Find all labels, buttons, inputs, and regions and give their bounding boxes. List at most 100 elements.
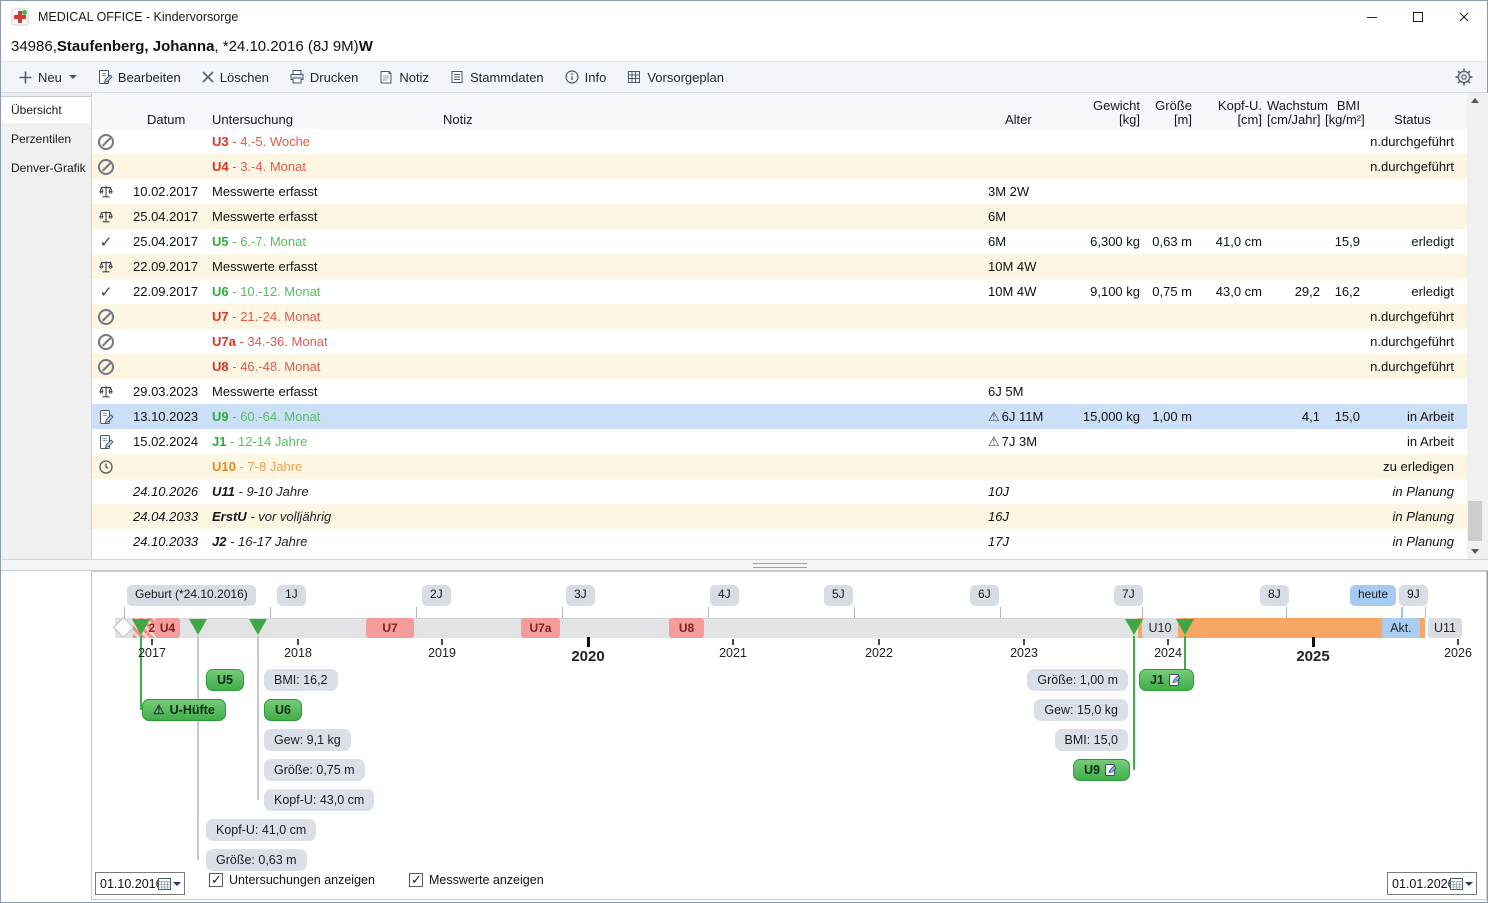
- sidebar-item-perzentilen[interactable]: Perzentilen: [11, 132, 72, 146]
- splitter[interactable]: [1, 559, 1488, 571]
- callout-j1[interactable]: J1: [1139, 669, 1194, 691]
- table-row-erstu[interactable]: 24.04.2033 ErstU - vor volljährig 16J in…: [92, 504, 1467, 529]
- callout-line: [257, 636, 259, 800]
- minimize-button[interactable]: [1349, 1, 1395, 32]
- measurement-marker-icon[interactable]: [1125, 619, 1143, 635]
- table-row-u11[interactable]: 24.10.2026 U11 - 9-10 Jahre 10J in Planu…: [92, 479, 1467, 504]
- callout-u9[interactable]: U9: [1073, 759, 1130, 781]
- table-row-u6[interactable]: 22.09.2017 U6 - 10.-12. Monat 10M 4W 9,1…: [92, 279, 1467, 304]
- calendar-button[interactable]: [1450, 877, 1475, 890]
- info-button[interactable]: Info: [555, 65, 616, 89]
- note-button[interactable]: Notiz: [369, 65, 438, 89]
- block-u7[interactable]: U7: [366, 618, 414, 638]
- col-groesse: Größe [m]: [1155, 98, 1192, 127]
- vertical-scrollbar[interactable]: [1467, 93, 1483, 559]
- date-from-input[interactable]: [96, 876, 158, 891]
- close-button[interactable]: [1441, 1, 1487, 32]
- scroll-up-icon[interactable]: [1467, 93, 1483, 108]
- edit-button[interactable]: Bearbeiten: [88, 65, 190, 89]
- prohibited-icon: [92, 308, 120, 325]
- print-button[interactable]: Drucken: [280, 65, 367, 89]
- block-u8[interactable]: U8: [669, 618, 704, 638]
- table-row-messwerte[interactable]: 10.02.2017 Messwerte erfasst 3M 2W: [92, 179, 1467, 204]
- table-row-u10[interactable]: U10 - 7-8 Jahre zu erledigen: [92, 454, 1467, 479]
- settings-button[interactable]: [1453, 66, 1475, 93]
- chevron-down-icon: [68, 75, 77, 79]
- maximize-button[interactable]: [1395, 1, 1441, 32]
- table-row-messwerte[interactable]: 25.04.2017 Messwerte erfasst 6M: [92, 204, 1467, 229]
- measurement-marker-icon[interactable]: [249, 619, 267, 635]
- care-plan-button[interactable]: Vorsorgeplan: [617, 65, 733, 89]
- table-row-u9-selected[interactable]: 13.10.2023 U9 - 60.-64. Monat ⚠ 6J 11M 15…: [92, 404, 1467, 429]
- scroll-down-icon[interactable]: [1467, 544, 1483, 559]
- date-from-field: [95, 872, 185, 895]
- marker-8j: 8J: [1260, 585, 1289, 606]
- checkbox-messwerte[interactable]: Messwerte anzeigen: [409, 872, 544, 888]
- warning-icon: ⚠: [988, 408, 1000, 424]
- year-tick: [1167, 639, 1169, 645]
- timeline-track: [115, 618, 1138, 638]
- year-label: 2018: [284, 646, 312, 660]
- calendar-button[interactable]: [158, 877, 183, 890]
- checkbox-checked-icon: [209, 872, 223, 888]
- callout-gewicht-u9: Gew: 15,0 kg: [1034, 699, 1128, 721]
- marker-line: [124, 607, 125, 620]
- sidebar-item-uebersicht[interactable]: Übersicht: [1, 96, 91, 123]
- col-alter: Alter: [1005, 112, 1032, 127]
- new-button[interactable]: Neu: [9, 66, 86, 89]
- scrollbar-thumb[interactable]: [1468, 501, 1482, 541]
- patient-birthdate: , *24.10.2016 (8J 9M): [214, 38, 359, 55]
- year-tick: [1457, 639, 1459, 645]
- table-row-u7[interactable]: U7 - 21.-24. Monat n.durchgeführt: [92, 304, 1467, 329]
- edit-icon: [92, 434, 120, 450]
- callout-kopfu-u6: Kopf-U: 43,0 cm: [264, 789, 375, 811]
- checkbox-untersuchungen[interactable]: Untersuchungen anzeigen: [209, 872, 375, 888]
- callout-u5[interactable]: U5: [206, 669, 244, 691]
- table-row-j2[interactable]: 24.10.2033 J2 - 16-17 Jahre 17J in Planu…: [92, 529, 1467, 554]
- master-data-button[interactable]: Stammdaten: [440, 65, 553, 89]
- callout-groesse-u5: Größe: 0,63 m: [206, 849, 307, 871]
- block-u4[interactable]: U4: [155, 618, 180, 638]
- app-logo-icon: [11, 8, 29, 25]
- marker-1j: 1J: [277, 585, 306, 606]
- title-bar: MEDICAL OFFICE - Kindervorsorge: [1, 1, 1487, 32]
- date-to-field: [1387, 872, 1477, 895]
- sidebar-item-denver-grafik[interactable]: Denver-Grafik: [11, 161, 86, 175]
- table-row-u5[interactable]: 25.04.2017 U5 - 6.-7. Monat 6M 6,300 kg …: [92, 229, 1467, 254]
- table-row-messwerte[interactable]: 22.09.2017 Messwerte erfasst 10M 4W: [92, 254, 1467, 279]
- table-row-u4[interactable]: U4 - 3.-4. Monat n.durchgeführt: [92, 154, 1467, 179]
- status-cell: in Planung: [1392, 484, 1454, 499]
- delete-button[interactable]: Löschen: [192, 66, 278, 89]
- checkbox-label: Messwerte anzeigen: [429, 873, 544, 887]
- callout-u-huefte[interactable]: ⚠ U-Hüfte: [142, 699, 226, 721]
- status-cell: in Planung: [1392, 534, 1454, 549]
- splitter-grip-icon[interactable]: [753, 563, 807, 568]
- block-u11[interactable]: U11: [1428, 618, 1462, 638]
- window-title: MEDICAL OFFICE - Kindervorsorge: [38, 9, 239, 24]
- block-u7a[interactable]: U7a: [521, 618, 560, 638]
- measurement-marker-icon[interactable]: [132, 619, 150, 635]
- year-tick: [151, 639, 153, 645]
- callout-line: [1184, 636, 1186, 680]
- timeline-panel: Geburt (*24.10.2016) 1J 2J 3J 4J 5J 6J 7…: [91, 571, 1487, 900]
- toolbar: Neu Bearbeiten Löschen Drucken Notiz Sta…: [1, 61, 1487, 93]
- date-to-input[interactable]: [1388, 876, 1450, 891]
- marker-line: [708, 607, 709, 618]
- year-tick: [878, 639, 880, 645]
- marker-4j: 4J: [710, 585, 739, 606]
- callout-u6[interactable]: U6: [264, 699, 302, 721]
- measurement-marker-icon[interactable]: [189, 619, 207, 635]
- block-akt: Akt.: [1382, 618, 1420, 638]
- marker-line: [1000, 607, 1001, 618]
- block-u10[interactable]: U10: [1142, 618, 1178, 638]
- prohibited-icon: [92, 158, 120, 175]
- table-row-u8[interactable]: U8 - 46.-48. Monat n.durchgeführt: [92, 354, 1467, 379]
- table-row-j1[interactable]: 15.02.2024 J1 - 12-14 Jahre ⚠ 7J 3M in Ar…: [92, 429, 1467, 454]
- table-row-u3[interactable]: U3 - 4.-5. Woche n.durchgeführt: [92, 129, 1467, 154]
- patient-id: 34986,: [11, 38, 57, 55]
- table-row-messwerte[interactable]: 29.03.2023 Messwerte erfasst 6J 5M: [92, 379, 1467, 404]
- table-row-u7a[interactable]: U7a - 34.-36. Monat n.durchgeführt: [92, 329, 1467, 354]
- callout-bmi-u9: BMI: 15,0: [1054, 729, 1128, 751]
- measurement-marker-icon[interactable]: [1176, 619, 1194, 635]
- callout-gewicht-u6: Gew: 9,1 kg: [264, 729, 351, 751]
